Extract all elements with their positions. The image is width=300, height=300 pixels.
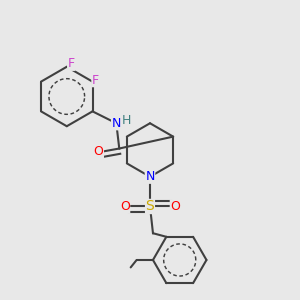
Text: F: F [68, 57, 75, 70]
Text: O: O [170, 200, 180, 213]
Text: F: F [92, 74, 99, 87]
Text: O: O [94, 145, 103, 158]
Text: H: H [122, 114, 131, 127]
Text: N: N [145, 170, 155, 183]
Text: O: O [120, 200, 130, 213]
Text: S: S [146, 200, 154, 214]
Text: N: N [112, 117, 121, 130]
